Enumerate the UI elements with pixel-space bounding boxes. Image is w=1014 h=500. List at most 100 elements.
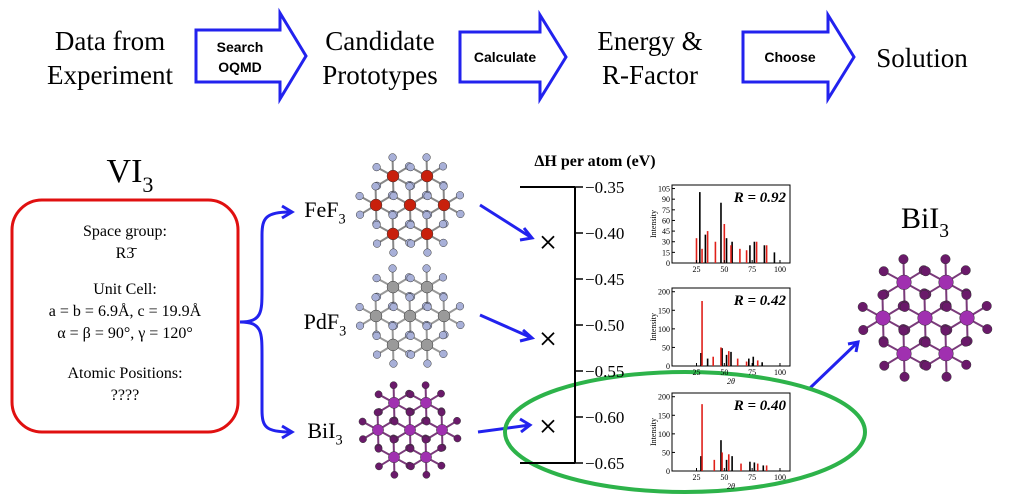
x-axis-label: 2θ: [727, 377, 735, 386]
arrow: [810, 342, 858, 388]
ligand-atom: [961, 266, 970, 275]
arrow-label: Choose: [764, 49, 816, 65]
ligand-atom: [921, 338, 930, 347]
ligand-atom: [407, 463, 414, 470]
ligand-atom: [390, 249, 398, 257]
y-axis-label: Intensity: [649, 418, 658, 446]
formula-base: BiI: [901, 202, 939, 235]
metal-atom: [370, 199, 382, 211]
tick-label: −0.65: [585, 454, 624, 473]
metal-atom: [421, 170, 433, 182]
ligand-atom: [424, 249, 432, 257]
ligand-atom: [407, 221, 415, 229]
metal-atom: [370, 310, 382, 322]
ligand-atom: [406, 293, 414, 301]
ligand-atom: [391, 471, 398, 478]
tick-label: −0.40: [585, 224, 624, 243]
input-line: ????: [111, 387, 139, 404]
tick-label: 30: [662, 238, 670, 247]
tick-label: 100: [658, 325, 670, 334]
ligand-atom: [437, 444, 444, 451]
metal-atom: [388, 452, 399, 463]
prototype-label: BiI3: [307, 418, 342, 449]
input-title: VI3: [107, 153, 154, 197]
ligand-atom: [359, 418, 366, 425]
tick-label: −0.35: [585, 178, 624, 197]
metal-atom: [388, 397, 399, 408]
ligand-atom: [424, 360, 432, 368]
ligand-atom: [389, 265, 397, 273]
tick-label: 50: [662, 343, 670, 352]
ligand-atom: [439, 274, 447, 282]
ligand-atom: [422, 436, 429, 443]
ligand-atom: [900, 302, 909, 311]
energy-axis-label: ΔH per atom (eV): [534, 153, 655, 170]
ligand-atom: [453, 417, 460, 424]
input-line: Atomic Positions:: [67, 365, 182, 382]
metal-atom: [404, 424, 415, 435]
ligand-atom: [389, 154, 397, 162]
tick-label: 75: [662, 206, 670, 215]
ligand-atom: [389, 211, 397, 219]
tick-label: 25: [692, 265, 700, 274]
ligand-atom: [457, 321, 465, 329]
ligand-atom: [390, 382, 397, 389]
ligand-atom: [373, 163, 381, 171]
crystal-structure: [858, 254, 992, 381]
metal-atom: [421, 339, 433, 351]
tick-label: 90: [662, 195, 670, 204]
ligand-atom: [407, 332, 415, 340]
ligand-atom: [375, 463, 382, 470]
brace-arm: [240, 212, 290, 322]
ligand-atom: [437, 390, 444, 397]
tick-label: 75: [748, 265, 756, 274]
input-line: α = β = 90°, γ = 120°: [57, 325, 192, 342]
tick-label: 15: [662, 248, 670, 257]
tick-label: 25: [692, 473, 700, 482]
ligand-atom: [372, 182, 380, 190]
ligand-atom: [982, 301, 991, 310]
formula-subscript: 3: [339, 212, 346, 228]
arrow: [196, 13, 306, 99]
tick-label: 100: [774, 265, 786, 274]
tick-label: 0: [666, 259, 670, 268]
crystal-structure: [359, 382, 461, 479]
ligand-atom: [406, 409, 413, 416]
ligand-atom: [440, 239, 448, 247]
ligand-atom: [858, 302, 867, 311]
tick-label: 50: [720, 473, 728, 482]
ligand-atom: [390, 303, 398, 311]
metal-atom: [420, 397, 431, 408]
metal-atom: [387, 339, 399, 351]
metal-atom: [897, 346, 912, 361]
ligand-atom: [390, 436, 397, 443]
tick-label: 200: [658, 288, 670, 297]
energy-marker: [542, 333, 554, 345]
ligand-atom: [438, 462, 445, 469]
y-axis-label: Intensity: [649, 313, 658, 341]
formula-subscript: 3: [939, 221, 949, 242]
ligand-atom: [921, 267, 930, 276]
ligand-atom: [424, 303, 432, 311]
metal-atom: [387, 281, 399, 293]
ligand-atom: [423, 471, 430, 478]
metal-atom: [421, 228, 433, 240]
ligand-atom: [941, 254, 950, 263]
tick-label: 100: [774, 473, 786, 482]
input-line: R3̄: [116, 245, 138, 262]
tick-label: 60: [662, 216, 670, 225]
energy-marker: [542, 236, 554, 248]
ligand-atom: [391, 418, 398, 425]
arrow-head: [282, 206, 292, 438]
brace-arm: [240, 322, 290, 432]
ligand-atom: [423, 211, 431, 219]
crystal-structure: [356, 265, 464, 368]
metal-atom: [897, 275, 912, 290]
ligand-atom: [372, 293, 380, 301]
ligand-atom: [900, 372, 909, 381]
step-label: Data from: [55, 26, 165, 56]
r-factor: R = 0.92: [733, 190, 787, 206]
arrow-label: OQMD: [218, 59, 262, 75]
prototype-label: FeF3: [304, 197, 345, 228]
formula-base: FeF: [304, 197, 338, 222]
